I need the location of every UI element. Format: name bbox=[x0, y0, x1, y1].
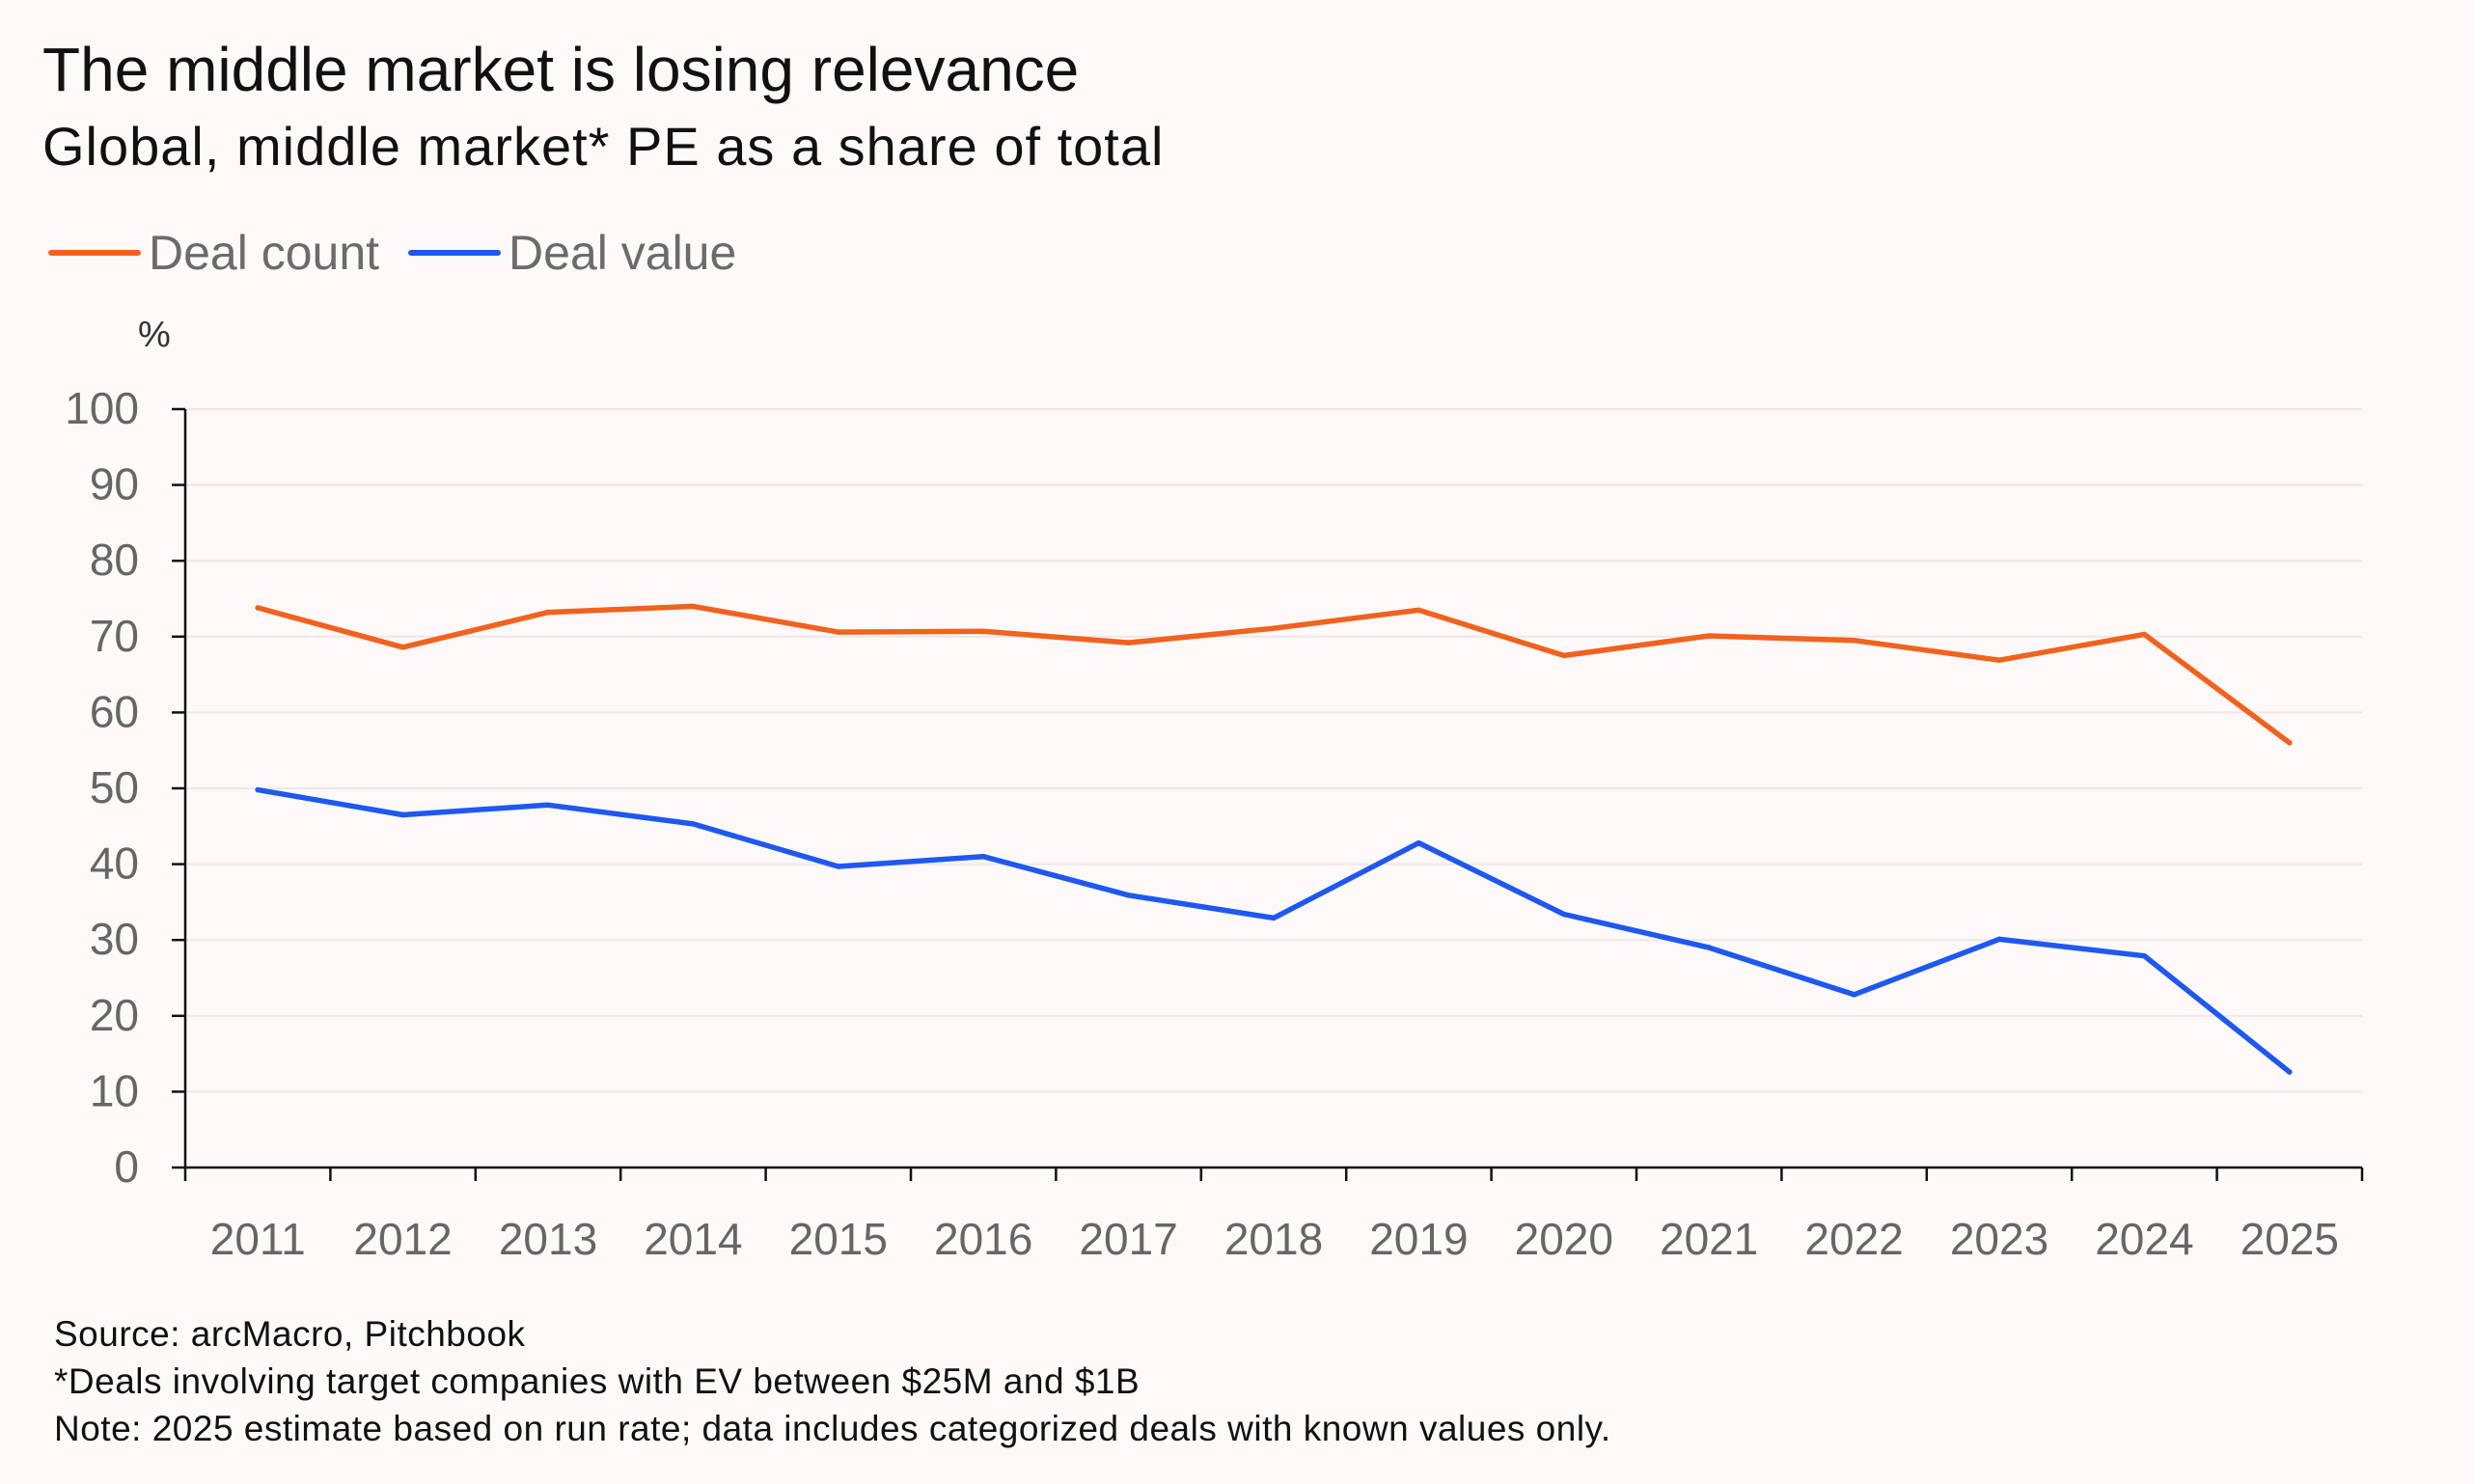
data-point-deal-count bbox=[1416, 607, 1422, 614]
y-tick-label: 30 bbox=[90, 914, 139, 964]
chart-subtitle: Global, middle market* PE as a share of … bbox=[42, 116, 1165, 177]
data-point-deal-value bbox=[1851, 992, 1857, 998]
data-point-deal-count bbox=[545, 609, 551, 616]
data-point-deal-count bbox=[399, 645, 406, 650]
x-tick-label: 2023 bbox=[1950, 1214, 2048, 1264]
y-tick-label: 80 bbox=[90, 535, 139, 585]
series-line-deal-value bbox=[255, 786, 2293, 1075]
x-tick-label: 2025 bbox=[2240, 1214, 2339, 1264]
data-point-deal-count bbox=[1706, 633, 1712, 639]
data-point-deal-count bbox=[1271, 625, 1277, 631]
x-tick-label: 2011 bbox=[210, 1214, 306, 1264]
y-tick-label: 50 bbox=[90, 762, 139, 812]
footer-source: Source: arcMacro, Pitchbook bbox=[54, 1314, 526, 1354]
data-point-deal-count bbox=[836, 629, 841, 635]
data-point-deal-value bbox=[1561, 911, 1567, 918]
x-tick-label: 2014 bbox=[644, 1214, 742, 1264]
data-point-deal-count bbox=[1561, 652, 1567, 659]
data-point-deal-value bbox=[836, 864, 841, 869]
y-axis-unit-label: % bbox=[138, 315, 171, 355]
legend-label-deal-count: Deal count bbox=[149, 226, 380, 280]
legend: Deal count Deal value bbox=[48, 224, 765, 282]
x-tick-label: 2022 bbox=[1804, 1214, 1903, 1264]
x-tick-label: 2012 bbox=[353, 1214, 452, 1264]
data-point-deal-value bbox=[1271, 915, 1277, 921]
y-tick-label: 10 bbox=[90, 1065, 139, 1115]
data-point-deal-value bbox=[255, 786, 261, 793]
y-tick-label: 100 bbox=[65, 383, 139, 433]
data-point-deal-value bbox=[2141, 952, 2148, 959]
data-point-deal-count bbox=[1125, 640, 1132, 646]
data-point-deal-count bbox=[690, 603, 697, 610]
data-point-deal-value bbox=[1416, 839, 1422, 846]
data-point-deal-count bbox=[2287, 740, 2293, 746]
x-tick-label: 2016 bbox=[934, 1214, 1032, 1264]
data-point-deal-count bbox=[2141, 631, 2148, 638]
data-point-deal-value bbox=[1996, 936, 2002, 943]
legend-swatch-deal-count bbox=[48, 250, 141, 256]
legend-label-deal-value: Deal value bbox=[509, 226, 737, 280]
legend-item-deal-count: Deal count bbox=[48, 225, 379, 281]
chart-title: The middle market is losing relevance bbox=[42, 35, 1080, 104]
footer-definition: *Deals involving target companies with E… bbox=[54, 1361, 1141, 1401]
y-tick-label: 40 bbox=[90, 838, 139, 889]
y-tick-label: 20 bbox=[90, 990, 139, 1040]
data-point-deal-value bbox=[1125, 893, 1132, 898]
x-tick-label: 2019 bbox=[1369, 1214, 1468, 1264]
x-tick-label: 2024 bbox=[2095, 1214, 2193, 1264]
legend-item-deal-value: Deal value bbox=[408, 225, 736, 281]
data-point-deal-count bbox=[980, 628, 986, 635]
y-tick-label: 90 bbox=[90, 459, 139, 509]
data-point-deal-value bbox=[980, 853, 986, 860]
x-tick-label: 2017 bbox=[1079, 1214, 1177, 1264]
x-tick-label: 2013 bbox=[499, 1214, 597, 1264]
y-tick-label: 0 bbox=[114, 1141, 139, 1192]
chart-footer: Source: arcMacro, Pitchbook *Deals invol… bbox=[54, 1310, 1611, 1452]
x-tick-label: 2021 bbox=[1660, 1214, 1758, 1264]
data-point-deal-count bbox=[1996, 657, 2002, 663]
x-tick-label: 2018 bbox=[1224, 1214, 1323, 1264]
data-point-deal-value bbox=[545, 802, 551, 809]
legend-swatch-deal-value bbox=[408, 250, 502, 256]
footer-note: Note: 2025 estimate based on run rate; d… bbox=[54, 1409, 1611, 1448]
data-point-deal-count bbox=[255, 605, 261, 611]
y-tick-label: 70 bbox=[90, 611, 139, 661]
data-point-deal-count bbox=[1851, 637, 1857, 644]
data-point-deal-value bbox=[690, 821, 697, 827]
y-tick-label: 60 bbox=[90, 686, 139, 736]
x-tick-label: 2020 bbox=[1515, 1214, 1613, 1264]
x-tick-label: 2015 bbox=[789, 1214, 888, 1264]
data-point-deal-value bbox=[1706, 945, 1712, 950]
data-point-deal-value bbox=[2287, 1069, 2293, 1075]
data-point-deal-value bbox=[399, 811, 406, 818]
